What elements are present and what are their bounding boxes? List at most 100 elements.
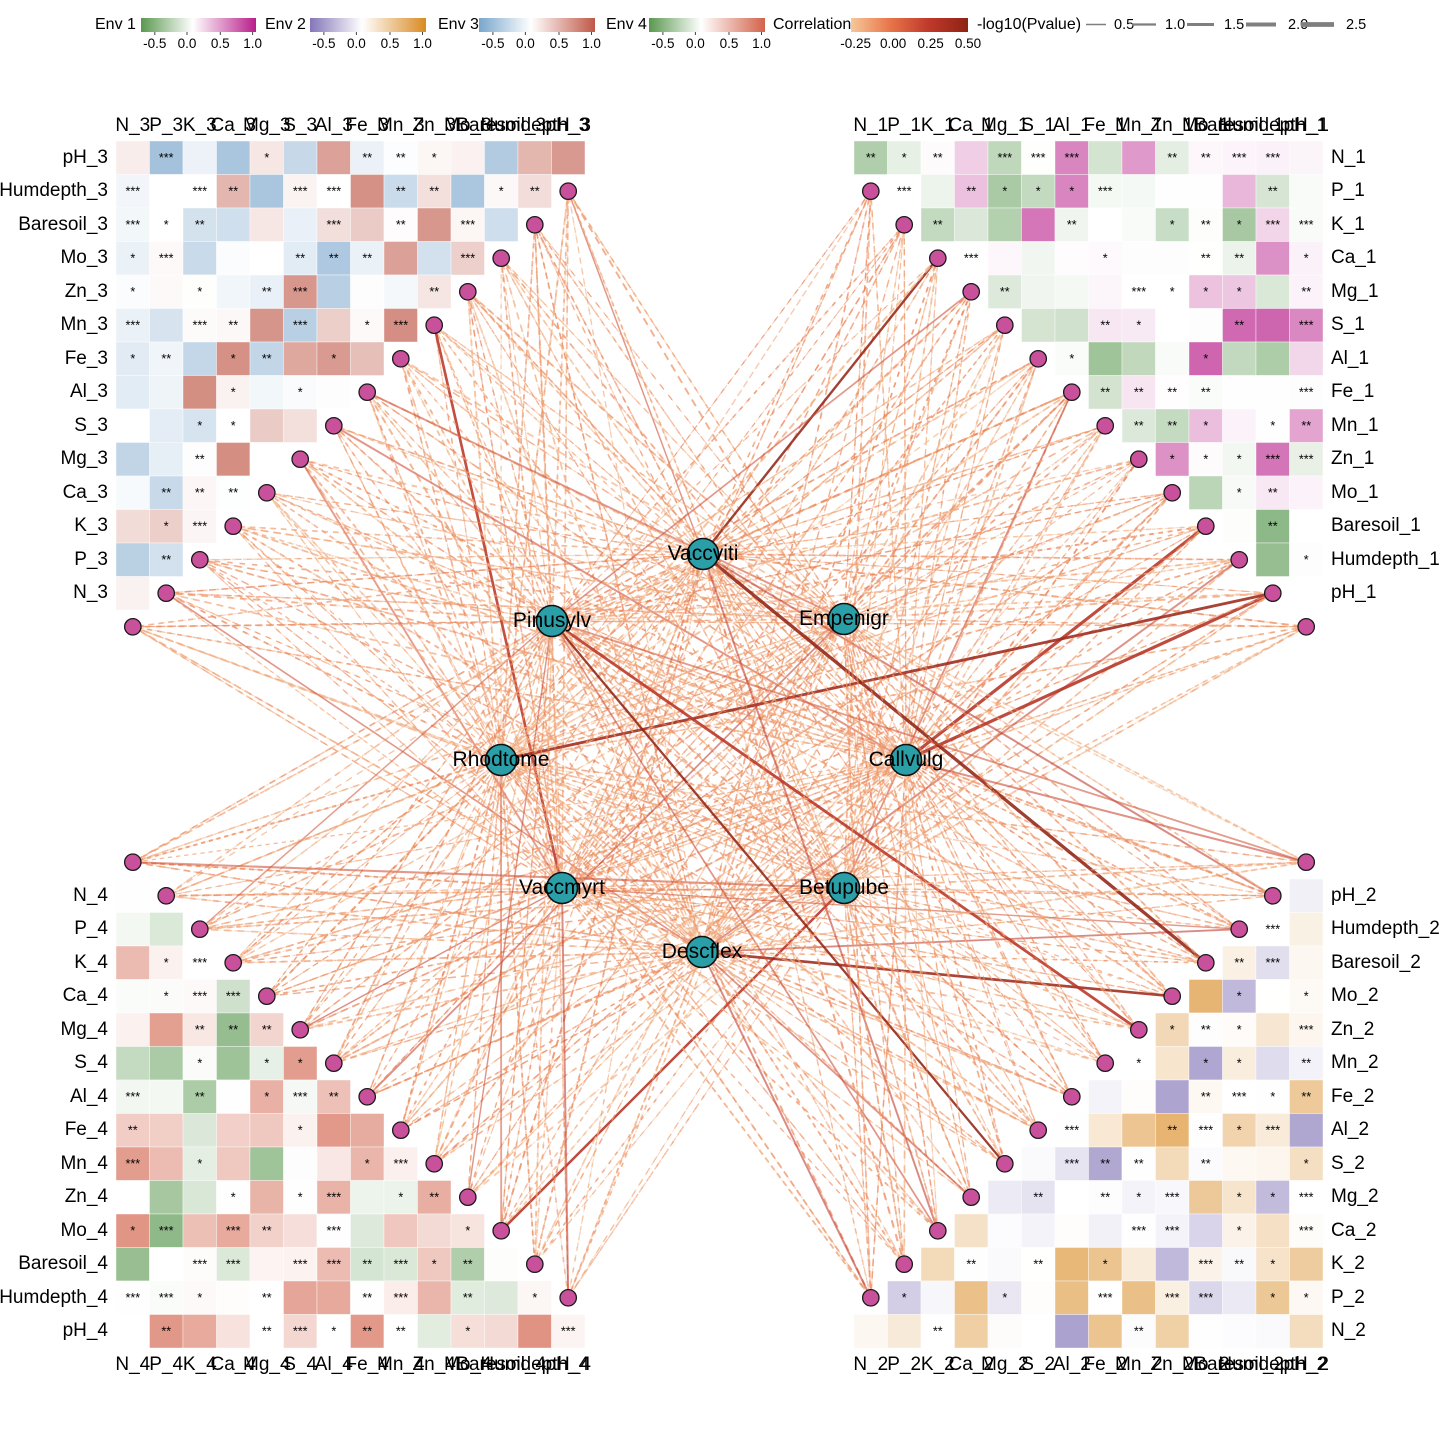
svg-text:Mg_4: Mg_4 [60, 1019, 108, 1040]
svg-text:*: * [331, 352, 336, 366]
svg-text:*: * [130, 352, 135, 366]
svg-text:**: ** [362, 151, 372, 165]
svg-text:Mn_1: Mn_1 [1331, 415, 1379, 436]
svg-text:**: ** [1234, 956, 1244, 970]
svg-text:S_2: S_2 [1331, 1153, 1365, 1174]
svg-text:*: * [1237, 486, 1242, 500]
svg-text:1.0: 1.0 [413, 36, 432, 51]
svg-text:N_4: N_4 [115, 1354, 150, 1375]
svg-text:**: ** [1100, 386, 1110, 400]
svg-text:***: *** [126, 1291, 141, 1305]
svg-text:Fe_4: Fe_4 [65, 1119, 109, 1140]
svg-text:*: * [298, 1057, 303, 1071]
svg-text:Al_1: Al_1 [1331, 348, 1369, 369]
svg-text:1.0: 1.0 [243, 36, 262, 51]
svg-text:***: *** [964, 252, 979, 266]
svg-text:Zn_3: Zn_3 [65, 281, 108, 302]
svg-text:Zn_4: Zn_4 [65, 1186, 109, 1207]
svg-text:**: ** [1100, 1191, 1110, 1205]
svg-text:*: * [298, 1124, 303, 1138]
svg-text:**: ** [161, 553, 171, 567]
svg-text:**: ** [1201, 252, 1211, 266]
svg-text:-log10(Pvalue): -log10(Pvalue) [977, 16, 1081, 33]
svg-text:***: *** [293, 319, 308, 333]
svg-text:0.00: 0.00 [880, 36, 906, 51]
svg-text:**: ** [195, 218, 205, 232]
svg-text:***: *** [1299, 218, 1314, 232]
svg-text:*: * [1237, 1023, 1242, 1037]
svg-text:*: * [398, 1191, 403, 1205]
svg-text:**: ** [262, 1325, 272, 1339]
svg-text:**: ** [429, 1191, 439, 1205]
svg-text:0.0: 0.0 [686, 36, 705, 51]
svg-text:**: ** [1134, 1325, 1144, 1339]
svg-text:**: ** [396, 218, 406, 232]
svg-text:Baresoil_2: Baresoil_2 [1331, 952, 1421, 973]
svg-text:***: *** [226, 1258, 241, 1272]
svg-text:S_3: S_3 [74, 415, 108, 436]
svg-text:***: *** [293, 1325, 308, 1339]
svg-text:**: ** [1134, 1157, 1144, 1171]
svg-text:**: ** [195, 486, 205, 500]
svg-text:*: * [1304, 1157, 1309, 1171]
svg-text:*: * [1304, 252, 1309, 266]
svg-text:*: * [365, 319, 370, 333]
svg-text:***: *** [1266, 453, 1281, 467]
svg-text:**: ** [933, 218, 943, 232]
svg-text:***: *** [226, 990, 241, 1004]
svg-text:***: *** [1266, 218, 1281, 232]
svg-text:Mo_2: Mo_2 [1331, 985, 1379, 1006]
svg-text:*: * [1203, 352, 1208, 366]
svg-text:*: * [1136, 1191, 1141, 1205]
svg-text:P_2: P_2 [1331, 1287, 1365, 1308]
svg-text:**: ** [1000, 285, 1010, 299]
svg-text:Mg_3: Mg_3 [60, 448, 108, 469]
svg-text:**: ** [362, 1325, 372, 1339]
svg-text:**: ** [161, 486, 171, 500]
svg-text:***: *** [1165, 1191, 1180, 1205]
svg-text:pH_3: pH_3 [545, 115, 590, 136]
svg-text:***: *** [159, 151, 174, 165]
svg-text:**: ** [1033, 1258, 1043, 1272]
svg-text:***: *** [1132, 1224, 1147, 1238]
svg-text:*: * [1270, 1291, 1275, 1305]
svg-text:*: * [231, 419, 236, 433]
svg-text:*: * [465, 1325, 470, 1339]
svg-text:*: * [298, 1191, 303, 1205]
svg-text:*: * [1237, 1224, 1242, 1238]
svg-text:K_3: K_3 [74, 515, 108, 536]
svg-text:1.0: 1.0 [1165, 17, 1185, 33]
svg-text:*: * [1237, 1057, 1242, 1071]
svg-text:***: *** [1199, 1124, 1214, 1138]
svg-text:*: * [197, 1291, 202, 1305]
svg-text:***: *** [1199, 1291, 1214, 1305]
svg-text:Al_3: Al_3 [70, 381, 108, 402]
svg-text:**: ** [1033, 1191, 1043, 1205]
svg-text:S_1: S_1 [1331, 314, 1365, 335]
svg-text:**: ** [295, 252, 305, 266]
svg-text:Env 1: Env 1 [95, 16, 136, 33]
svg-text:***: *** [126, 218, 141, 232]
svg-text:**: ** [1067, 218, 1077, 232]
svg-text:***: *** [1232, 151, 1247, 165]
svg-text:***: *** [1266, 151, 1281, 165]
svg-text:*: * [465, 1224, 470, 1238]
svg-text:***: *** [126, 319, 141, 333]
svg-text:*: * [331, 1325, 336, 1339]
svg-text:*: * [1103, 1258, 1108, 1272]
svg-text:**: ** [1268, 520, 1278, 534]
svg-text:**: ** [195, 453, 205, 467]
svg-text:*: * [499, 185, 504, 199]
svg-text:**: ** [262, 1291, 272, 1305]
svg-text:Humdepth_2: Humdepth_2 [1331, 918, 1440, 939]
svg-text:***: *** [327, 218, 342, 232]
svg-text:*: * [164, 218, 169, 232]
svg-text:**: ** [866, 151, 876, 165]
svg-text:K_1: K_1 [1331, 214, 1365, 235]
svg-text:Mg_2: Mg_2 [1331, 1186, 1379, 1207]
svg-text:***: *** [126, 1090, 141, 1104]
svg-text:**: ** [1268, 185, 1278, 199]
svg-text:***: *** [193, 185, 208, 199]
svg-text:*: * [1237, 285, 1242, 299]
svg-text:*: * [1103, 252, 1108, 266]
